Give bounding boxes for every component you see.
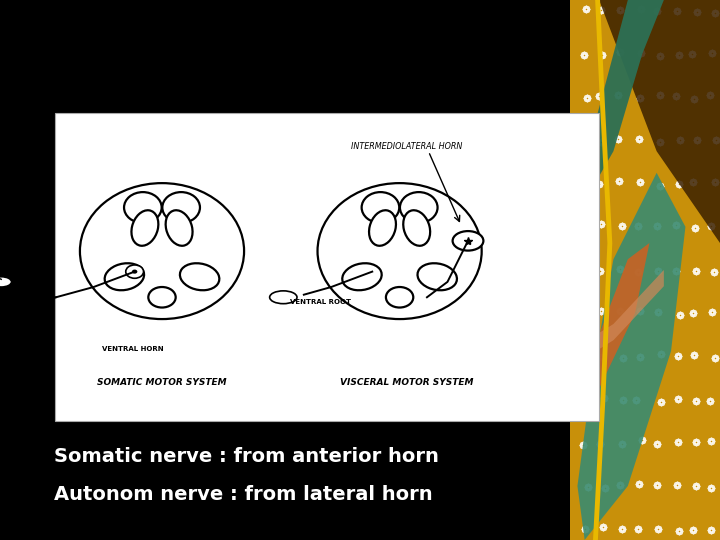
Ellipse shape <box>400 192 438 223</box>
Text: Somatic nerve : from anterior horn: Somatic nerve : from anterior horn <box>54 447 439 466</box>
Ellipse shape <box>270 291 297 303</box>
Ellipse shape <box>342 263 382 291</box>
Text: SOMATIC MOTOR SYSTEM: SOMATIC MOTOR SYSTEM <box>97 378 227 387</box>
Ellipse shape <box>80 183 244 319</box>
Text: VENTRAL ROOT: VENTRAL ROOT <box>0 266 48 272</box>
FancyBboxPatch shape <box>55 113 599 421</box>
Ellipse shape <box>166 210 192 246</box>
Ellipse shape <box>148 287 176 307</box>
Text: INTERMEDIOLATERAL HORN: INTERMEDIOLATERAL HORN <box>351 142 462 151</box>
Polygon shape <box>577 173 685 540</box>
Ellipse shape <box>0 276 12 287</box>
Ellipse shape <box>104 263 144 291</box>
Text: VISCERAL MOTOR SYSTEM: VISCERAL MOTOR SYSTEM <box>340 378 474 387</box>
Ellipse shape <box>386 287 413 307</box>
Ellipse shape <box>162 192 200 223</box>
Text: Autonom nerve : from lateral horn: Autonom nerve : from lateral horn <box>54 484 433 504</box>
Polygon shape <box>599 0 720 243</box>
Text: VENTRAL ROOT: VENTRAL ROOT <box>290 299 351 306</box>
Ellipse shape <box>132 210 158 246</box>
Polygon shape <box>570 243 649 421</box>
Circle shape <box>132 269 138 274</box>
Ellipse shape <box>180 263 220 291</box>
Ellipse shape <box>418 263 457 291</box>
Ellipse shape <box>403 210 430 246</box>
Text: VENTRAL HORN: VENTRAL HORN <box>102 346 164 352</box>
Ellipse shape <box>453 231 483 251</box>
Ellipse shape <box>318 183 482 319</box>
Polygon shape <box>570 0 664 227</box>
Polygon shape <box>570 0 720 540</box>
Polygon shape <box>570 270 664 367</box>
Ellipse shape <box>369 210 396 246</box>
Ellipse shape <box>361 192 400 223</box>
Circle shape <box>126 265 143 278</box>
Ellipse shape <box>124 192 162 223</box>
